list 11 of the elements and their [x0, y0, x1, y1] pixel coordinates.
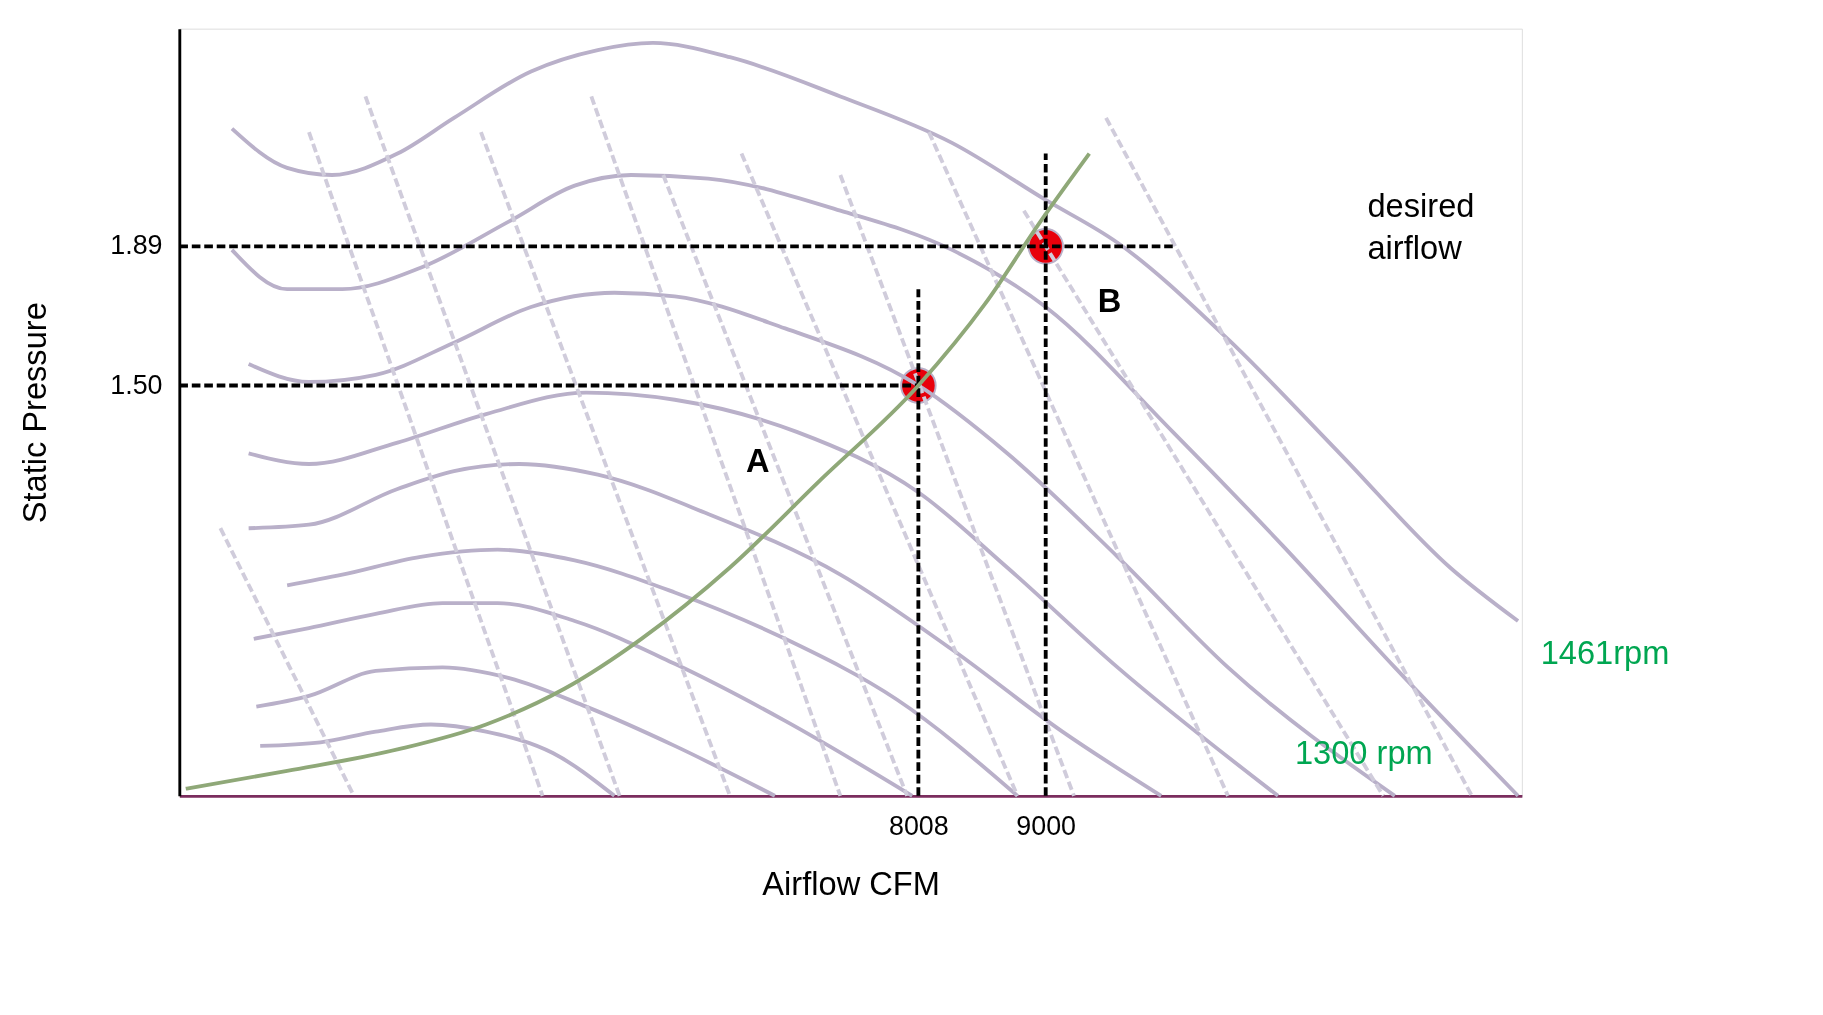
x-tick-label: 8008 — [889, 810, 949, 841]
annotation: B — [1097, 282, 1122, 320]
annotation: A — [745, 442, 770, 480]
annotation: desired airflow — [1367, 187, 1475, 267]
y-axis-title: Static Pressure — [16, 302, 54, 524]
x-tick-label: 9000 — [1016, 810, 1077, 841]
y-tick-label: 1.50 — [110, 369, 163, 400]
x-axis-title: Airflow CFM — [762, 865, 940, 903]
y-tick-label: 1.89 — [110, 230, 163, 261]
annotation: 1300 rpm — [1294, 734, 1433, 772]
text: 1461rpm — [1540, 633, 1670, 671]
